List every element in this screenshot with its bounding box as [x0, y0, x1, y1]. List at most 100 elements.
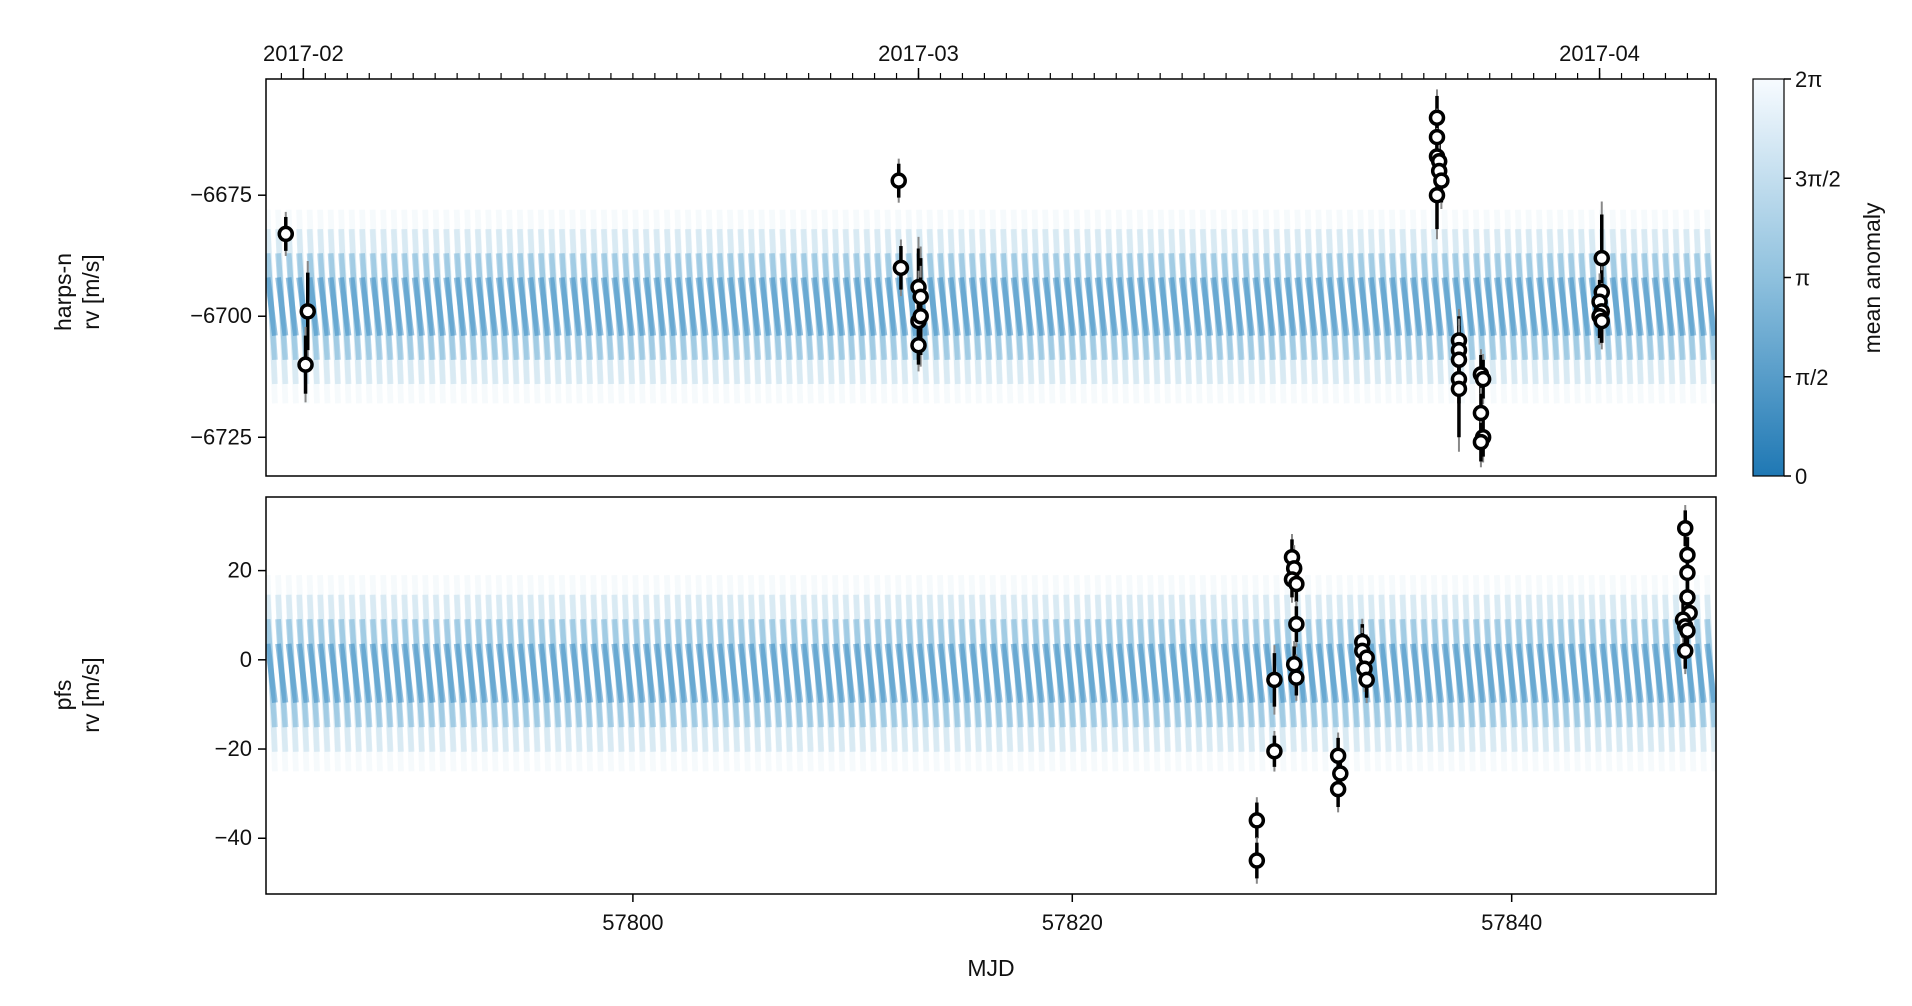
model-band-strand: [642, 277, 657, 336]
model-band-strand: [527, 277, 541, 336]
model-band-strand: [1399, 643, 1413, 703]
model-band-strand: [359, 643, 373, 703]
model-band-pfs: [266, 574, 1716, 772]
model-band-strand: [558, 277, 572, 336]
model-band-strand: [1662, 643, 1676, 703]
model-band-strand: [1042, 277, 1056, 336]
model-band-strand: [674, 277, 688, 336]
model-band-strand: [1473, 277, 1487, 336]
model-band-strand: [1021, 643, 1035, 703]
data-point: [1472, 404, 1490, 422]
model-band-strand: [1199, 277, 1213, 336]
model-band-strand: [1420, 643, 1434, 703]
colorbar-ticks: 0 π/2 π 3π/2 2π: [1784, 67, 1841, 489]
y-tick-label: −6700: [190, 303, 252, 328]
x-tick-label: 57800: [602, 910, 663, 935]
model-band-strand: [1294, 277, 1308, 336]
model-band-strand: [1651, 643, 1665, 703]
model-band-strand: [485, 277, 499, 336]
model-band-strand: [1557, 277, 1571, 336]
model-band-strand: [1389, 277, 1403, 336]
data-point: [912, 307, 929, 325]
panel-harps-n: −6675 −6700 −6725 2017-02 2017-03 2017-04 ha…: [50, 41, 1717, 477]
model-band-strand: [1126, 277, 1140, 336]
colorbar-tick-label: π: [1795, 266, 1810, 291]
model-band-strand: [1063, 277, 1077, 336]
model-band-strand: [1315, 277, 1329, 336]
model-band-strand: [1346, 277, 1361, 336]
model-band-strand: [926, 643, 940, 703]
model-band-strand: [1084, 643, 1098, 703]
model-band-strand: [1283, 277, 1297, 336]
model-band-strand: [558, 643, 572, 703]
model-band-strand: [1515, 277, 1529, 336]
model-band-strand: [1115, 277, 1129, 336]
x-tick-label: 57840: [1481, 910, 1542, 935]
panel-pfs: 20 0 −20 −40 57800 57820 57840 pfs rv [m/s] M…: [50, 496, 1717, 981]
model-band-strand: [611, 277, 625, 336]
y-tick-label: −6675: [190, 182, 252, 207]
model-band-strand: [1462, 277, 1476, 336]
model-band-strand: [1304, 277, 1318, 336]
model-band-strand: [464, 277, 478, 336]
model-band-strand: [1609, 277, 1623, 336]
model-band-strand: [1220, 277, 1234, 336]
date-tick-label: 2017-02: [263, 41, 344, 66]
model-band-strand: [800, 643, 814, 703]
top-date-axis: 2017-02 2017-03 2017-04: [263, 41, 1711, 79]
model-band-strand: [874, 277, 888, 336]
model-band-strand: [1483, 277, 1497, 336]
model-band-strand: [1105, 277, 1119, 336]
model-band-strand: [653, 277, 667, 336]
model-band-strand: [1220, 643, 1234, 703]
colorbar: 0 π/2 π 3π/2 2π mean anomaly: [1752, 67, 1885, 489]
data-point: [1288, 669, 1305, 686]
model-band-strand: [1399, 277, 1413, 336]
model-band-strand: [842, 277, 856, 336]
model-band-strand: [653, 643, 667, 703]
plot-frame-harps-n: [265, 78, 1717, 477]
model-band-strand: [1704, 277, 1716, 336]
data-point: [1428, 128, 1446, 146]
model-band-strand: [1609, 643, 1623, 703]
model-band-strand: [317, 643, 331, 703]
model-band-strand: [832, 277, 846, 336]
model-band-strand: [548, 277, 562, 336]
date-tick-label: 2017-04: [1559, 41, 1640, 66]
model-band-strand: [306, 643, 320, 703]
model-band-strand: [422, 643, 436, 703]
data-point: [1472, 433, 1490, 451]
model-band-strand: [1620, 277, 1634, 336]
model-band-strand: [1494, 277, 1508, 336]
model-band-strand: [579, 277, 593, 336]
model-band-strand: [401, 277, 415, 336]
model-band-strand: [937, 643, 951, 703]
data-point: [1679, 622, 1696, 640]
model-band-strand: [1325, 277, 1340, 336]
model-band-strand: [1578, 643, 1592, 703]
model-band-strand: [706, 277, 720, 336]
model-band-strand: [1651, 277, 1665, 336]
data-point: [1285, 656, 1303, 673]
y-tick-label: 20: [228, 558, 252, 583]
model-band-strand: [1189, 643, 1203, 703]
model-band-strand: [1420, 277, 1434, 336]
colorbar-label: mean anomaly: [1859, 202, 1885, 353]
model-band-strand: [516, 643, 530, 703]
data-point: [910, 337, 927, 354]
model-band-strand: [453, 643, 467, 703]
model-band-strand: [285, 643, 299, 703]
model-band-strand: [1136, 643, 1150, 703]
model-band-strand: [1578, 277, 1592, 336]
model-band-strand: [1010, 277, 1024, 336]
model-band-strand: [1515, 643, 1529, 703]
data-point: [1679, 564, 1696, 582]
model-band-strand: [506, 277, 520, 336]
model-band-strand: [716, 643, 730, 703]
model-band-strand: [422, 277, 436, 336]
ylabel-pfs-line2: rv [m/s]: [78, 657, 104, 732]
model-band-strand: [769, 643, 783, 703]
model-band-strand: [1504, 277, 1518, 336]
data-point: [1288, 615, 1305, 633]
model-band-strand: [1094, 277, 1108, 336]
